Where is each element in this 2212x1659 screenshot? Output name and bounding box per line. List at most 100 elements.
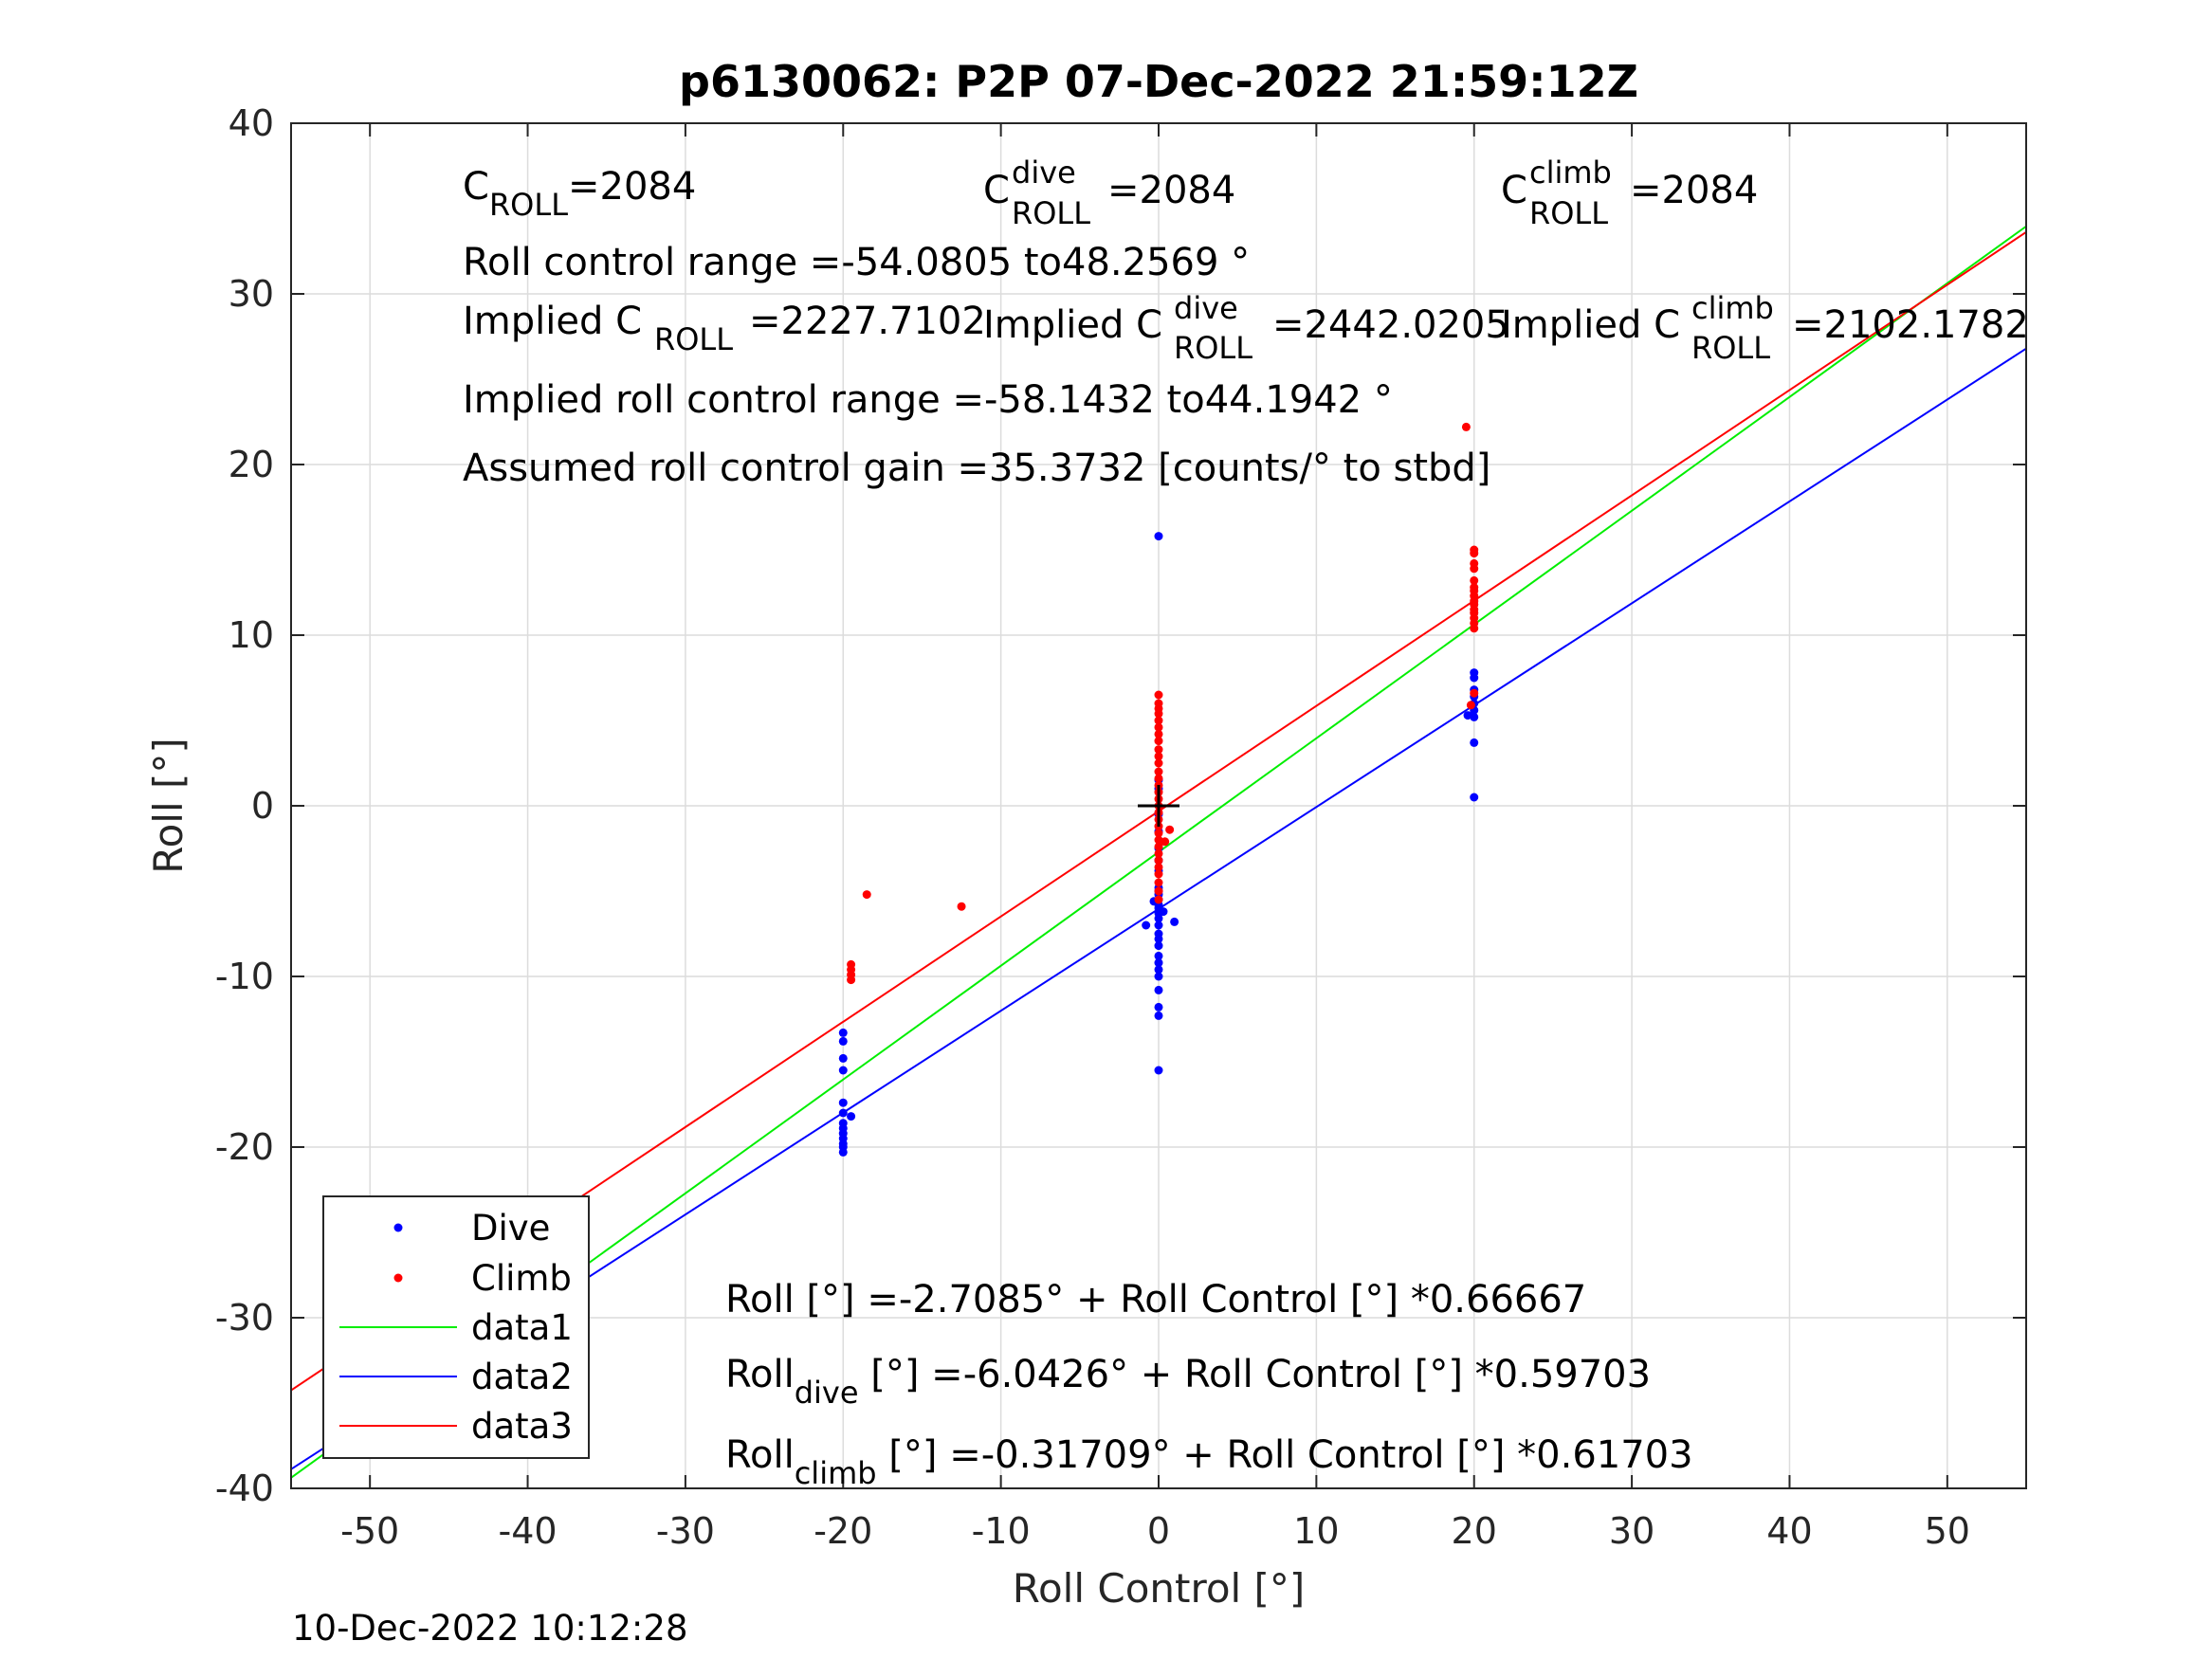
fit-climb-annotation: Rollclimb [°] =-0.31709° + Roll Control … [725,1433,1693,1491]
climb-point [957,902,966,911]
dive-point [1154,921,1163,930]
y-tick-label: 40 [229,102,274,144]
x-tick-label: 30 [1609,1510,1654,1552]
dive-point [1154,1066,1163,1075]
climb-point [1154,716,1163,725]
x-tick-label: 40 [1766,1510,1812,1552]
legend-marker-dive [393,1223,403,1232]
dive-point [1154,985,1163,994]
y-axis-label: Roll [°] [145,738,192,873]
climb-point [1154,774,1163,783]
legend-label-data2: data2 [471,1357,573,1397]
climb-point [1154,690,1163,700]
axis-ticks: -50 -40 -30 -20 -10 0 10 20 30 40 50 -40 -30 -20 -10 0 1… [215,102,2026,1552]
climb-point [1470,688,1479,698]
dive-point [1154,532,1163,541]
climb-point [1154,848,1163,858]
climb-point [1154,856,1163,866]
dive-point [1170,917,1179,926]
assumed-gain-annotation: Assumed roll control gain =35.3732 [coun… [463,447,1490,490]
climb-point [1470,624,1479,633]
dive-point [838,1098,848,1107]
dive-point [838,1147,848,1157]
climb-point [1154,709,1163,719]
climb-point [1154,767,1163,776]
climb-point [1470,564,1479,574]
x-tick-label: 10 [1293,1510,1339,1552]
dive-point [838,1036,848,1046]
x-tick-label: -40 [499,1510,558,1552]
x-axis-label: Roll Control [°] [1013,1565,1306,1612]
legend-label-dive: Dive [471,1208,550,1249]
fit-all-annotation: Roll [°] =-2.7085° + Roll Control [°] *0… [725,1278,1586,1322]
c-climb-annotation: Cclimb ROLL=2084 [1501,155,1758,231]
climb-point [1154,758,1163,768]
climb-point [1161,837,1170,847]
climb-point [847,975,856,985]
dive-point [838,1028,848,1037]
x-tick-label: 50 [1925,1510,1970,1552]
y-tick-label: -20 [215,1126,274,1168]
dive-point [1154,958,1163,968]
y-tick-label: 0 [251,785,274,827]
y-tick-label: -30 [215,1297,274,1339]
climb-point [1154,722,1163,732]
implied-range-annotation: Implied roll control range =-58.1432 to4… [463,378,1393,422]
x-tick-label: 0 [1147,1510,1170,1552]
y-tick-label: -40 [215,1468,274,1509]
dive-point [838,1066,848,1075]
climb-point [1154,729,1163,738]
dive-point [1154,941,1163,951]
x-tick-label: -10 [972,1510,1031,1552]
legend: Dive Climb data1 data2 data3 [322,1195,590,1459]
legend-marker-climb [393,1273,403,1283]
y-tick-label: -10 [215,956,274,997]
dive-point [838,1108,848,1118]
data-points [838,422,1479,1157]
dive-point [1154,914,1163,923]
climb-point [1154,895,1163,904]
dive-point [1470,793,1479,802]
x-tick-label: -30 [656,1510,715,1552]
climb-point [1154,842,1163,851]
climb-point [1154,869,1163,879]
climb-point [1470,549,1479,558]
climb-point [862,890,871,900]
climb-point [1154,863,1163,872]
climb-point [1461,422,1471,431]
roll-control-range-annotation: Roll control range =-54.0805 to48.2569 ° [463,241,1250,284]
dive-point [1154,934,1163,943]
chart-title: p6130062: P2P 07-Dec-2022 21:59:12Z [679,56,1638,107]
dive-point [838,1053,848,1063]
x-tick-label: -20 [814,1510,872,1552]
c-dive-annotation: Cdive ROLL=2084 [983,155,1235,231]
climb-point [1154,745,1163,755]
legend-label-climb: Climb [471,1258,572,1299]
dive-point [1154,1002,1163,1012]
dive-point [1154,965,1163,975]
dive-point [1470,738,1479,747]
implied-c-roll-annotation: Implied C ROLL =2227.7102 [463,300,986,357]
dive-point [1154,1011,1163,1020]
fit-dive-annotation: Rolldive [°] =-6.0426° + Roll Control [°… [725,1353,1651,1411]
center-marker [1138,785,1179,827]
climb-point [1154,886,1163,896]
dive-point [1154,951,1163,960]
climb-point [1470,575,1479,585]
climb-point [1154,829,1163,838]
y-tick-label: 10 [229,614,274,656]
x-tick-label: 20 [1452,1510,1497,1552]
climb-point [1154,878,1163,887]
climb-point [1154,752,1163,761]
dive-point [1470,712,1479,721]
legend-label-data3: data3 [471,1406,573,1447]
climb-point [1165,825,1175,834]
footer-timestamp: 10-Dec-2022 10:12:28 [292,1608,687,1649]
dive-point [1154,972,1163,981]
x-tick-label: -50 [340,1510,399,1552]
climb-point [1466,701,1475,710]
dive-point [1159,907,1168,917]
